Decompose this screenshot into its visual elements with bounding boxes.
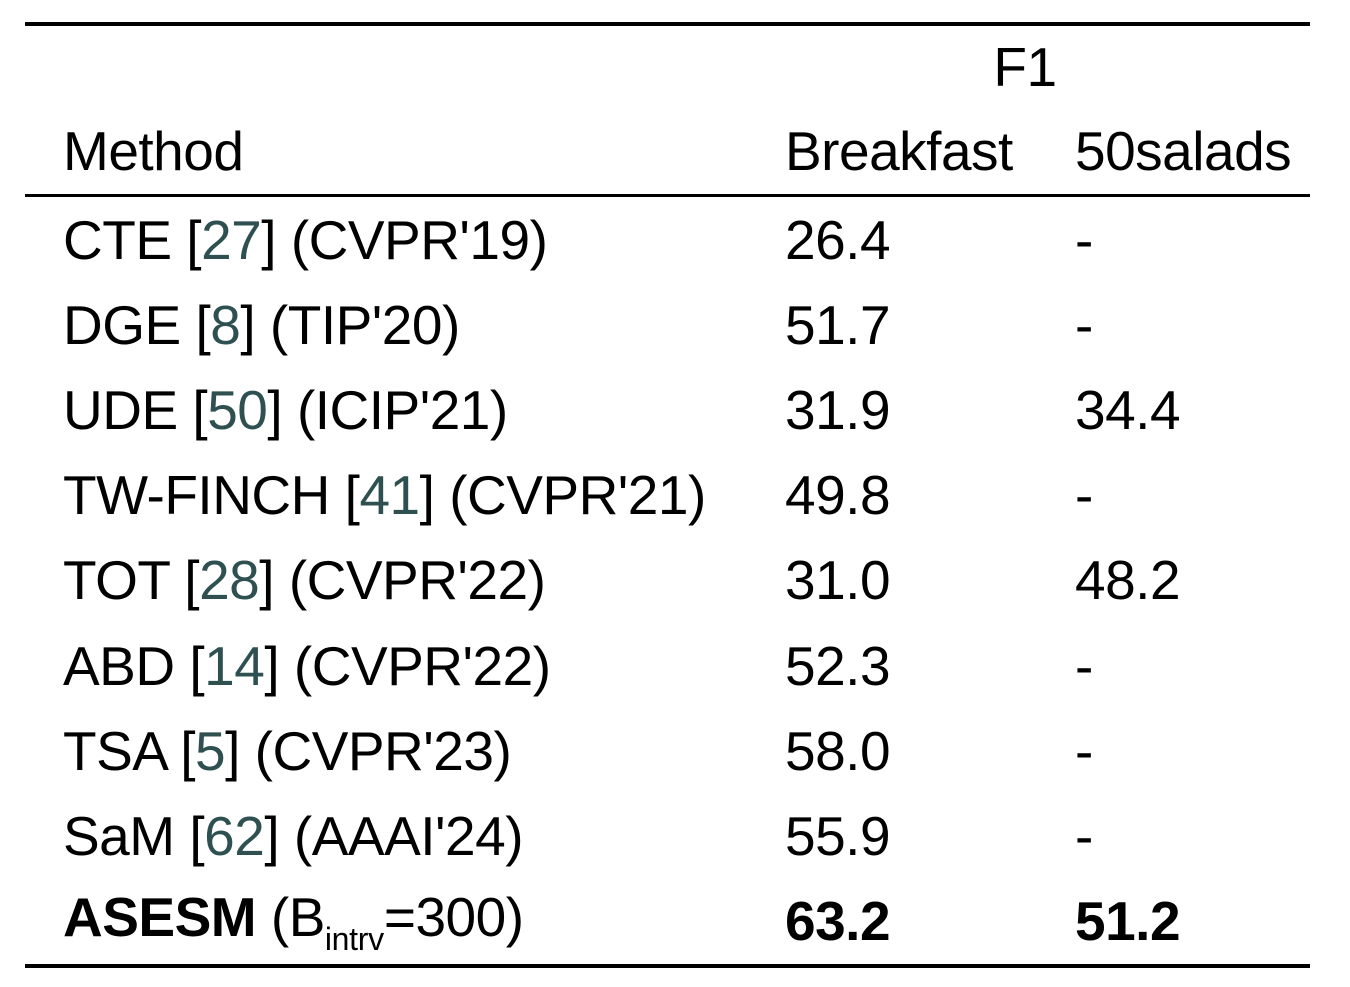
method-name: ABD [63, 634, 175, 697]
method-cell: TOT [28] (CVPR'22) [25, 548, 785, 612]
method-cell: DGE [8] (TIP'20) [25, 293, 785, 357]
group-header-row: F1 [25, 26, 1310, 108]
citation-bracket-open: [ [195, 293, 211, 356]
table-row: CTE [27] (CVPR'19) 26.4 - [25, 197, 1310, 282]
method-spec-prefix: (B [270, 885, 326, 948]
venue-label: (CVPR'22) [288, 549, 546, 612]
citation-link[interactable]: 27 [201, 208, 262, 271]
citation-link[interactable]: 41 [359, 464, 420, 527]
column-header-row: Method Breakfast 50salads [25, 108, 1310, 194]
50salads-value: - [1075, 293, 1093, 356]
table-row: ABD [14] (CVPR'22) 52.3 - [25, 623, 1310, 708]
method-cell: CTE [27] (CVPR'19) [25, 208, 785, 272]
50salads-value: - [1075, 634, 1093, 697]
method-name: DGE [63, 293, 181, 356]
column-header-method: Method [63, 120, 244, 182]
breakfast-value: 63.2 [785, 890, 891, 953]
50salads-value: - [1075, 464, 1093, 527]
citation-bracket-close: ] [225, 719, 240, 782]
breakfast-value: 52.3 [785, 634, 891, 697]
citation-bracket-open: [ [192, 378, 208, 441]
method-name: TSA [63, 719, 166, 782]
method-name: CTE [63, 208, 172, 271]
50salads-value: - [1075, 208, 1093, 271]
citation-link[interactable]: 5 [195, 719, 226, 782]
venue-label: (CVPR'23) [254, 719, 512, 782]
venue-label: (CVPR'19) [290, 208, 548, 271]
group-header-f1: F1 [993, 36, 1057, 98]
method-spec-subscript: intrv [324, 920, 384, 957]
method-cell: ABD [14] (CVPR'22) [25, 634, 785, 698]
venue-label: (AAAI'24) [293, 804, 524, 867]
breakfast-value: 49.8 [785, 464, 891, 527]
method-cell: ASESM (Bintrv=300) [25, 885, 785, 958]
citation-bracket-open: [ [180, 719, 195, 782]
citation-bracket-open: [ [189, 634, 205, 697]
50salads-value: 51.2 [1075, 890, 1181, 953]
table-row: TSA [5] (CVPR'23) 58.0 - [25, 708, 1310, 793]
column-header-breakfast: Breakfast [785, 120, 1013, 182]
table-mid-rule [25, 194, 1310, 197]
method-name: UDE [63, 378, 178, 441]
breakfast-value: 31.0 [785, 549, 891, 612]
method-cell: TW-FINCH [41] (CVPR'21) [25, 463, 785, 527]
citation-link[interactable]: 50 [207, 378, 268, 441]
citation-link[interactable]: 14 [204, 634, 265, 697]
50salads-value: 48.2 [1075, 549, 1181, 612]
venue-label: (CVPR'21) [449, 464, 706, 527]
method-spec-suffix: =300) [383, 885, 524, 948]
citation-bracket-open: [ [344, 464, 360, 527]
breakfast-value: 51.7 [785, 293, 891, 356]
citation-link[interactable]: 8 [210, 293, 241, 356]
citation-link[interactable]: 62 [204, 804, 265, 867]
50salads-value: - [1075, 719, 1093, 782]
table-row: TW-FINCH [41] (CVPR'21) 49.8 - [25, 453, 1310, 538]
citation-bracket-close: ] [240, 293, 256, 356]
method-cell: SaM [62] (AAAI'24) [25, 804, 785, 868]
table-row: SaM [62] (AAAI'24) 55.9 - [25, 793, 1310, 878]
method-name: TW-FINCH [63, 464, 330, 527]
citation-link[interactable]: 28 [199, 549, 260, 612]
citation-bracket-close: ] [267, 378, 283, 441]
method-name: ASESM [63, 885, 257, 948]
venue-label: (CVPR'22) [293, 634, 551, 697]
breakfast-value: 31.9 [785, 378, 891, 441]
citation-bracket-close: ] [419, 464, 435, 527]
table-row: DGE [8] (TIP'20) 51.7 - [25, 282, 1310, 367]
citation-bracket-open: [ [186, 208, 202, 271]
citation-bracket-close: ] [264, 804, 280, 867]
citation-bracket-close: ] [259, 549, 275, 612]
breakfast-value: 55.9 [785, 804, 891, 867]
venue-label: (TIP'20) [269, 293, 460, 356]
citation-bracket-open: [ [189, 804, 205, 867]
table-row: TOT [28] (CVPR'22) 31.0 48.2 [25, 538, 1310, 623]
column-header-50salads: 50salads [1075, 120, 1292, 182]
table-row: UDE [50] (ICIP'21) 31.9 34.4 [25, 367, 1310, 452]
citation-bracket-open: [ [184, 549, 200, 612]
50salads-value: - [1075, 804, 1093, 867]
citation-bracket-close: ] [264, 634, 280, 697]
citation-bracket-close: ] [261, 208, 277, 271]
method-name: SaM [63, 804, 175, 867]
breakfast-value: 26.4 [785, 208, 891, 271]
venue-label: (ICIP'21) [296, 378, 508, 441]
results-table: F1 Method Breakfast 50salads CTE [27] (C… [25, 22, 1310, 968]
table-bottom-rule [25, 963, 1310, 968]
method-name: TOT [63, 549, 170, 612]
breakfast-value: 58.0 [785, 719, 891, 782]
method-cell: UDE [50] (ICIP'21) [25, 378, 785, 442]
table-top-rule [25, 22, 1310, 26]
method-cell: TSA [5] (CVPR'23) [25, 719, 785, 783]
table-row-ours: ASESM (Bintrv=300) 63.2 51.2 [25, 879, 1310, 964]
50salads-value: 34.4 [1075, 378, 1181, 441]
